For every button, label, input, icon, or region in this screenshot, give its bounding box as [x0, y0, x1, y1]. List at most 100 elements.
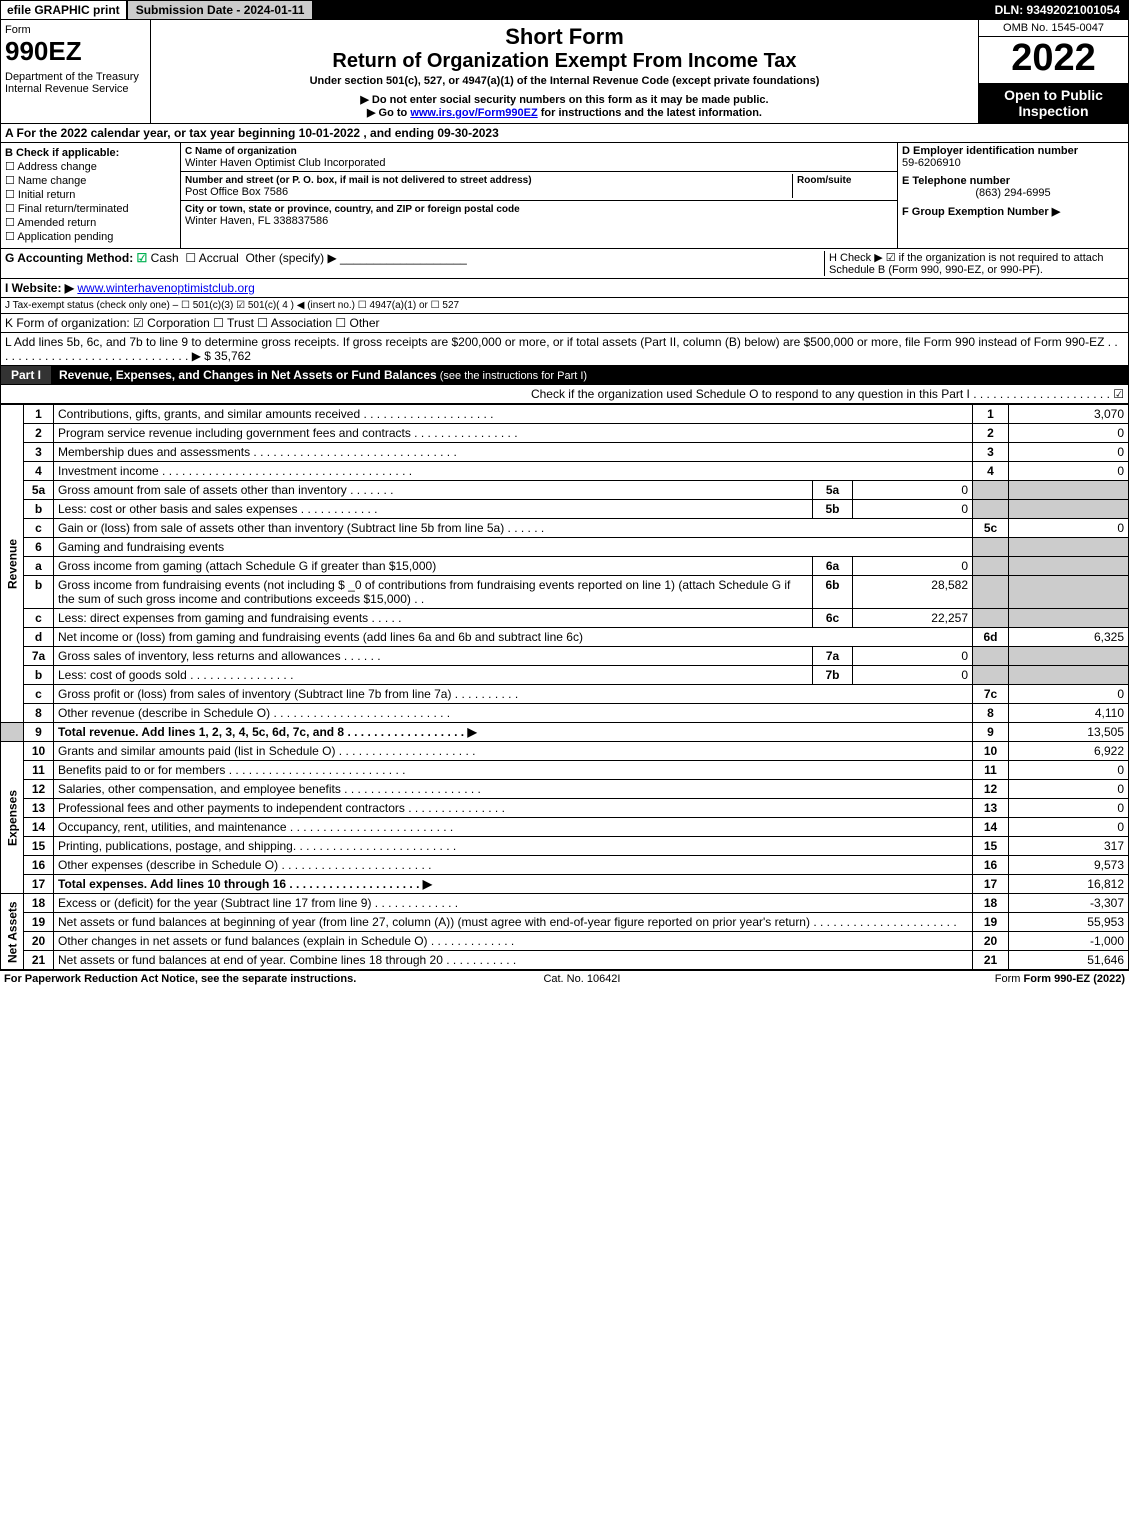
line-7a-greyamt — [1009, 647, 1129, 666]
line-6d-text: Net income or (loss) from gaming and fun… — [54, 628, 973, 647]
website-link[interactable]: www.winterhavenoptimistclub.org — [77, 281, 254, 295]
line-18-numcol: 18 — [973, 894, 1009, 913]
line-6b-grey — [973, 576, 1009, 609]
footer-right-text: Form 990-EZ (2022) — [1024, 973, 1125, 985]
form-number: 990EZ — [5, 36, 146, 67]
line-6d-num: d — [24, 628, 54, 647]
line-8-num: 8 — [24, 704, 54, 723]
line-10-num: 10 — [24, 742, 54, 761]
line-5b-sub: 5b — [813, 500, 853, 519]
footer-left: For Paperwork Reduction Act Notice, see … — [4, 973, 356, 985]
header-right: OMB No. 1545-0047 2022 Open to Public In… — [978, 20, 1128, 123]
line-7b-text: Less: cost of goods sold . . . . . . . .… — [54, 666, 813, 685]
goto-prefix: ▶ Go to — [367, 107, 410, 119]
cb-application-pending[interactable]: ☐ Application pending — [5, 230, 176, 243]
line-21-amt: 51,646 — [1009, 951, 1129, 970]
top-bar: efile GRAPHIC print Submission Date - 20… — [0, 0, 1129, 20]
cb-final-return[interactable]: ☐ Final return/terminated — [5, 202, 176, 215]
phone-label: E Telephone number — [902, 175, 1124, 187]
ssn-notice: ▶ Do not enter social security numbers o… — [159, 93, 970, 106]
city-value: Winter Haven, FL 338837586 — [185, 215, 328, 227]
line-17-bold: Total expenses. Add lines 10 through 16 … — [58, 877, 432, 891]
line-7a-num: 7a — [24, 647, 54, 666]
line-16-numcol: 16 — [973, 856, 1009, 875]
line-11-text: Benefits paid to or for members . . . . … — [54, 761, 973, 780]
line-3-text: Membership dues and assessments . . . . … — [54, 443, 973, 462]
part1-title-text: Revenue, Expenses, and Changes in Net As… — [59, 368, 437, 382]
line-18-num: 18 — [24, 894, 54, 913]
line-6-num: 6 — [24, 538, 54, 557]
line-7c-text: Gross profit or (loss) from sales of inv… — [54, 685, 973, 704]
subtitle: Under section 501(c), 527, or 4947(a)(1)… — [159, 75, 970, 87]
line-19-amt: 55,953 — [1009, 913, 1129, 932]
line-6a-grey — [973, 557, 1009, 576]
line-7b-greyamt — [1009, 666, 1129, 685]
line-2-numcol: 2 — [973, 424, 1009, 443]
line-6b-greyamt — [1009, 576, 1129, 609]
line-9-amt: 13,505 — [1009, 723, 1129, 742]
cb-address-change[interactable]: ☐ Address change — [5, 160, 176, 173]
goto-text: ▶ Go to www.irs.gov/Form990EZ for instru… — [159, 106, 970, 119]
org-name-value: Winter Haven Optimist Club Incorporated — [185, 157, 386, 169]
ein-value: 59-6206910 — [902, 157, 1124, 169]
omb-number: OMB No. 1545-0047 — [979, 20, 1128, 37]
line-10-amt: 6,922 — [1009, 742, 1129, 761]
line-9-text: Total revenue. Add lines 1, 2, 3, 4, 5c,… — [54, 723, 973, 742]
line-13-numcol: 13 — [973, 799, 1009, 818]
line-15-num: 15 — [24, 837, 54, 856]
line-20-num: 20 — [24, 932, 54, 951]
line-6a-text: Gross income from gaming (attach Schedul… — [54, 557, 813, 576]
line-6d-amt: 6,325 — [1009, 628, 1129, 647]
line-15-amt: 317 — [1009, 837, 1129, 856]
line-5b-grey — [973, 500, 1009, 519]
cb-amended-return[interactable]: ☐ Amended return — [5, 216, 176, 229]
cb-amended-return-label: Amended return — [17, 217, 96, 229]
ein-row: D Employer identification number 59-6206… — [902, 145, 1124, 169]
line-6b-sub: 6b — [813, 576, 853, 609]
section-g: G Accounting Method: ☑ Cash ☐ Accrual Ot… — [5, 251, 824, 276]
cb-initial-return[interactable]: ☐ Initial return — [5, 188, 176, 201]
line-19-text: Net assets or fund balances at beginning… — [54, 913, 973, 932]
line-14-amt: 0 — [1009, 818, 1129, 837]
line-3-numcol: 3 — [973, 443, 1009, 462]
i-label: I Website: ▶ — [5, 281, 74, 295]
line-11-num: 11 — [24, 761, 54, 780]
part1-header: Part I Revenue, Expenses, and Changes in… — [0, 366, 1129, 385]
line-1-amt: 3,070 — [1009, 405, 1129, 424]
part1-sub: (see the instructions for Part I) — [437, 370, 587, 382]
revenue-rotated-label: Revenue — [1, 405, 24, 723]
line-13-text: Professional fees and other payments to … — [54, 799, 973, 818]
cb-application-pending-label: Application pending — [17, 231, 113, 243]
line-6c-greyamt — [1009, 609, 1129, 628]
line-10-text: Grants and similar amounts paid (list in… — [54, 742, 973, 761]
dln-label: DLN: 93492021001054 — [987, 1, 1128, 19]
info-block-bcdef: B Check if applicable: ☐ Address change … — [0, 143, 1129, 249]
line-5c-amt: 0 — [1009, 519, 1129, 538]
line-6-text: Gaming and fundraising events — [54, 538, 973, 557]
cb-name-change[interactable]: ☐ Name change — [5, 174, 176, 187]
line-6-greyamt — [1009, 538, 1129, 557]
line-18-amt: -3,307 — [1009, 894, 1129, 913]
irs-link[interactable]: www.irs.gov/Form990EZ — [410, 107, 537, 119]
g-other: Other (specify) ▶ — [245, 251, 336, 265]
line-14-numcol: 14 — [973, 818, 1009, 837]
line-1-num: 1 — [24, 405, 54, 424]
line-5a-greyamt — [1009, 481, 1129, 500]
line-12-numcol: 12 — [973, 780, 1009, 799]
line-4-numcol: 4 — [973, 462, 1009, 481]
footer-left-text: For Paperwork Reduction Act Notice, see … — [4, 973, 356, 985]
form-header: Form 990EZ Department of the Treasury In… — [0, 20, 1129, 124]
efile-print-label[interactable]: efile GRAPHIC print — [1, 1, 128, 19]
expenses-rotated-label: Expenses — [1, 742, 24, 894]
line-12-amt: 0 — [1009, 780, 1129, 799]
line-16-text: Other expenses (describe in Schedule O) … — [54, 856, 973, 875]
street-value: Post Office Box 7586 — [185, 186, 288, 198]
cb-address-change-label: Address change — [17, 161, 97, 173]
section-b-heading: B Check if applicable: — [5, 147, 176, 159]
row-j: J Tax-exempt status (check only one) – ☐… — [0, 298, 1129, 314]
line-5c-num: c — [24, 519, 54, 538]
line-11-numcol: 11 — [973, 761, 1009, 780]
goto-suffix: for instructions and the latest informat… — [538, 107, 762, 119]
row-k: K Form of organization: ☑ Corporation ☐ … — [0, 314, 1129, 333]
line-3-num: 3 — [24, 443, 54, 462]
